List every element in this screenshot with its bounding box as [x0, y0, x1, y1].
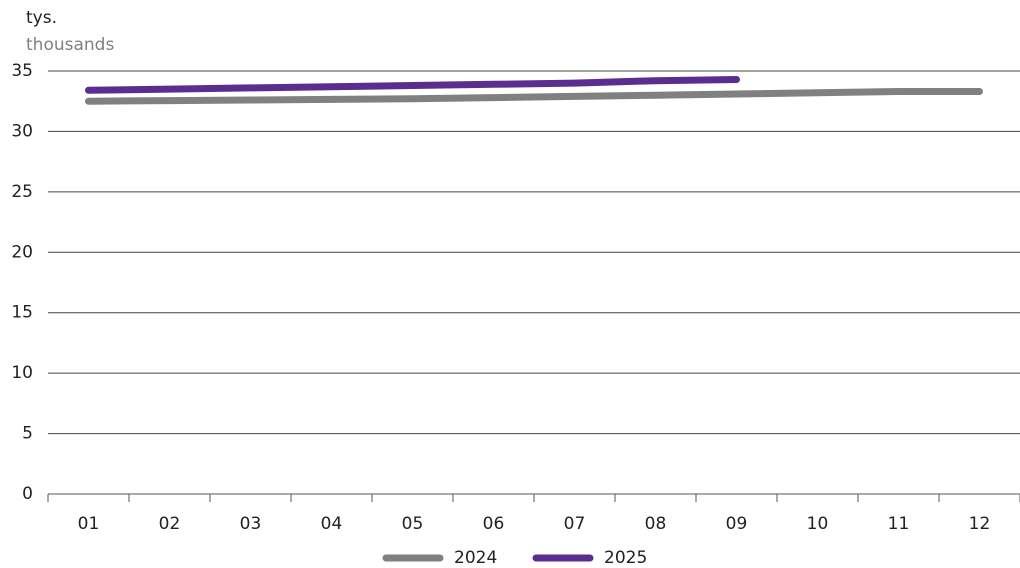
y-tick-label: 5 — [22, 424, 33, 444]
legend-label: 2025 — [604, 548, 647, 568]
y-tick-label: 0 — [22, 484, 33, 504]
unit-label-secondary: thousands — [26, 35, 114, 55]
x-tick-label: 04 — [321, 514, 343, 534]
x-tick-label: 12 — [969, 514, 991, 534]
x-tick-label: 11 — [888, 514, 910, 534]
x-tick-label: 07 — [564, 514, 586, 534]
y-tick-label: 10 — [11, 363, 33, 383]
x-tick-label: 05 — [402, 514, 424, 534]
series-line — [85, 88, 983, 105]
legend-label: 2024 — [454, 548, 497, 568]
x-tick-label: 08 — [645, 514, 667, 534]
y-tick-label: 35 — [11, 61, 33, 81]
y-tick-label: 20 — [11, 242, 33, 262]
x-tick-label: 01 — [78, 514, 100, 534]
y-tick-label: 25 — [11, 182, 33, 202]
x-tick-label: 02 — [159, 514, 181, 534]
x-tick-label: 09 — [726, 514, 748, 534]
y-tick-label: 30 — [11, 121, 33, 141]
x-tick-label: 10 — [807, 514, 829, 534]
x-tick-label: 03 — [240, 514, 262, 534]
y-tick-label: 15 — [11, 303, 33, 323]
x-tick-label: 06 — [483, 514, 505, 534]
unit-label: tys. — [26, 8, 57, 28]
series-line — [85, 76, 740, 94]
